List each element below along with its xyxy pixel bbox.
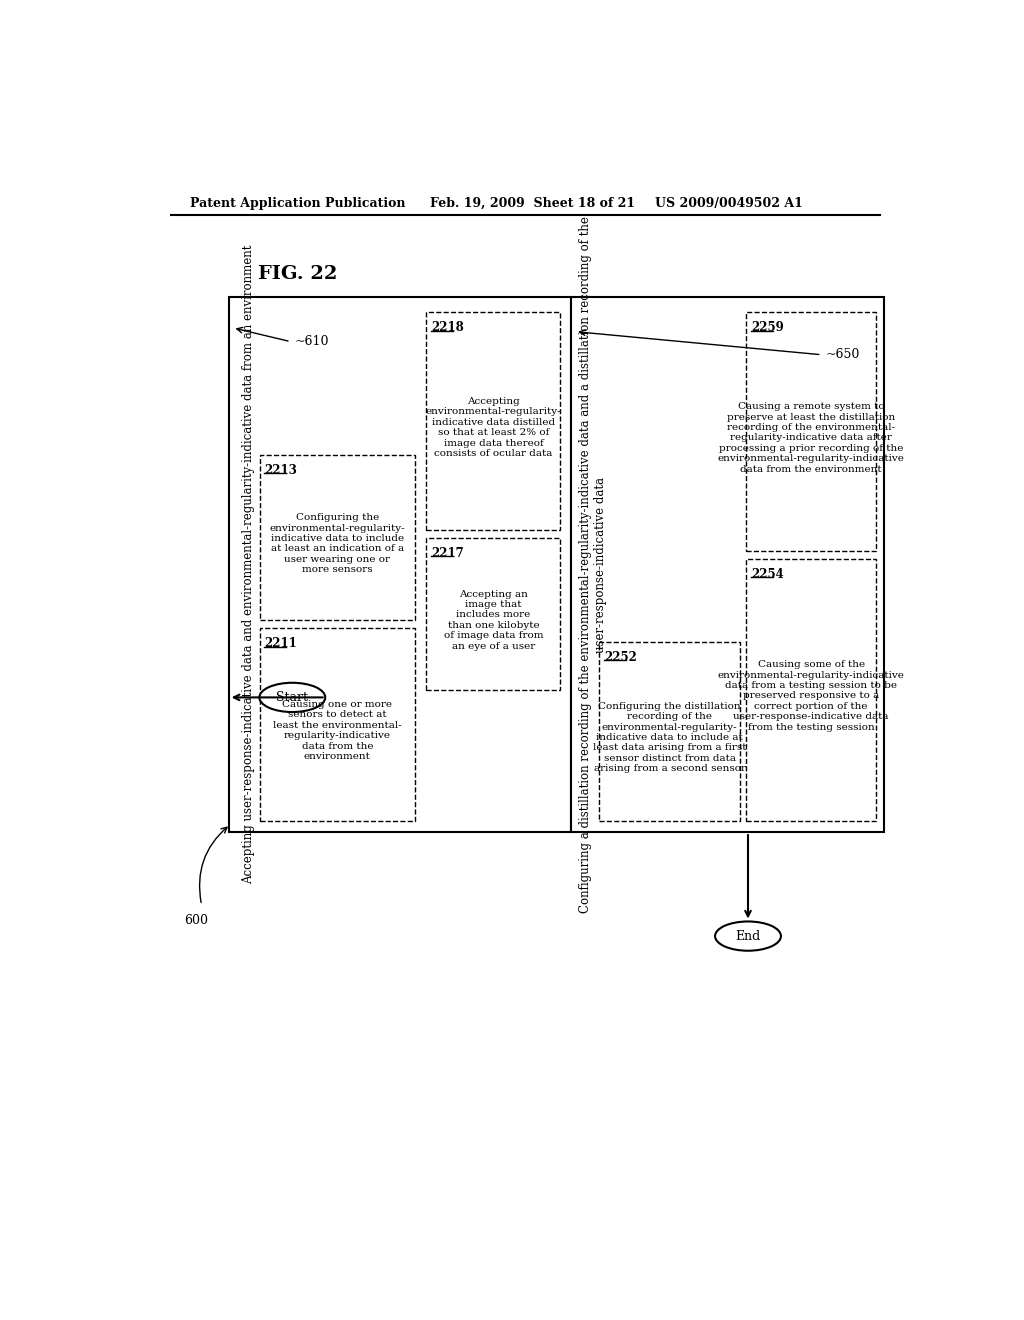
Bar bbox=[260, 455, 415, 620]
Text: ~650: ~650 bbox=[825, 348, 860, 362]
Text: Patent Application Publication: Patent Application Publication bbox=[190, 197, 406, 210]
Bar bbox=[599, 642, 740, 821]
Text: Causing some of the
environmental-regularity-indicative
data from a testing sess: Causing some of the environmental-regula… bbox=[718, 660, 904, 731]
Text: Causing one or more
senors to detect at
least the environmental-
regularity-indi: Causing one or more senors to detect at … bbox=[272, 700, 401, 762]
Text: End: End bbox=[735, 929, 761, 942]
Bar bbox=[260, 628, 415, 821]
Text: Accepting an
image that
includes more
than one kilobyte
of image data from
an ey: Accepting an image that includes more th… bbox=[443, 590, 543, 651]
Text: Causing a remote system to
preserve at least the distillation
recording of the e: Causing a remote system to preserve at l… bbox=[718, 403, 904, 474]
Text: 2211: 2211 bbox=[264, 638, 297, 649]
Text: 2217: 2217 bbox=[431, 546, 464, 560]
Bar bbox=[571, 297, 884, 832]
Text: 2218: 2218 bbox=[431, 321, 464, 334]
Text: 2213: 2213 bbox=[264, 463, 297, 477]
Text: Configuring a distillation recording of the environmental-regularity-indicative : Configuring a distillation recording of … bbox=[579, 216, 607, 913]
Text: US 2009/0049502 A1: US 2009/0049502 A1 bbox=[655, 197, 803, 210]
Text: FIG. 22: FIG. 22 bbox=[258, 265, 338, 282]
Text: Start: Start bbox=[276, 690, 308, 704]
Ellipse shape bbox=[715, 921, 781, 950]
Text: 2252: 2252 bbox=[604, 651, 637, 664]
Text: 600: 600 bbox=[184, 915, 208, 927]
Bar bbox=[228, 297, 571, 832]
Text: 2254: 2254 bbox=[751, 568, 783, 581]
Text: Accepting
environmental-regularity-
indicative data distilled
so that at least 2: Accepting environmental-regularity- indi… bbox=[426, 397, 561, 458]
Bar bbox=[746, 313, 876, 552]
Text: ~610: ~610 bbox=[295, 335, 329, 348]
Bar bbox=[426, 539, 560, 689]
Ellipse shape bbox=[259, 682, 326, 711]
Text: Configuring the
environmental-regularity-
indicative data to include
at least an: Configuring the environmental-regularity… bbox=[269, 513, 406, 574]
Text: Configuring the distillation
recording of the
environmental-regularity-
indicati: Configuring the distillation recording o… bbox=[593, 702, 746, 774]
Text: Feb. 19, 2009  Sheet 18 of 21: Feb. 19, 2009 Sheet 18 of 21 bbox=[430, 197, 635, 210]
Text: Accepting user-response-indicative data and environmental-regularity-indicative : Accepting user-response-indicative data … bbox=[243, 246, 255, 884]
Bar bbox=[746, 558, 876, 821]
Bar bbox=[426, 313, 560, 531]
Text: 2259: 2259 bbox=[751, 321, 783, 334]
